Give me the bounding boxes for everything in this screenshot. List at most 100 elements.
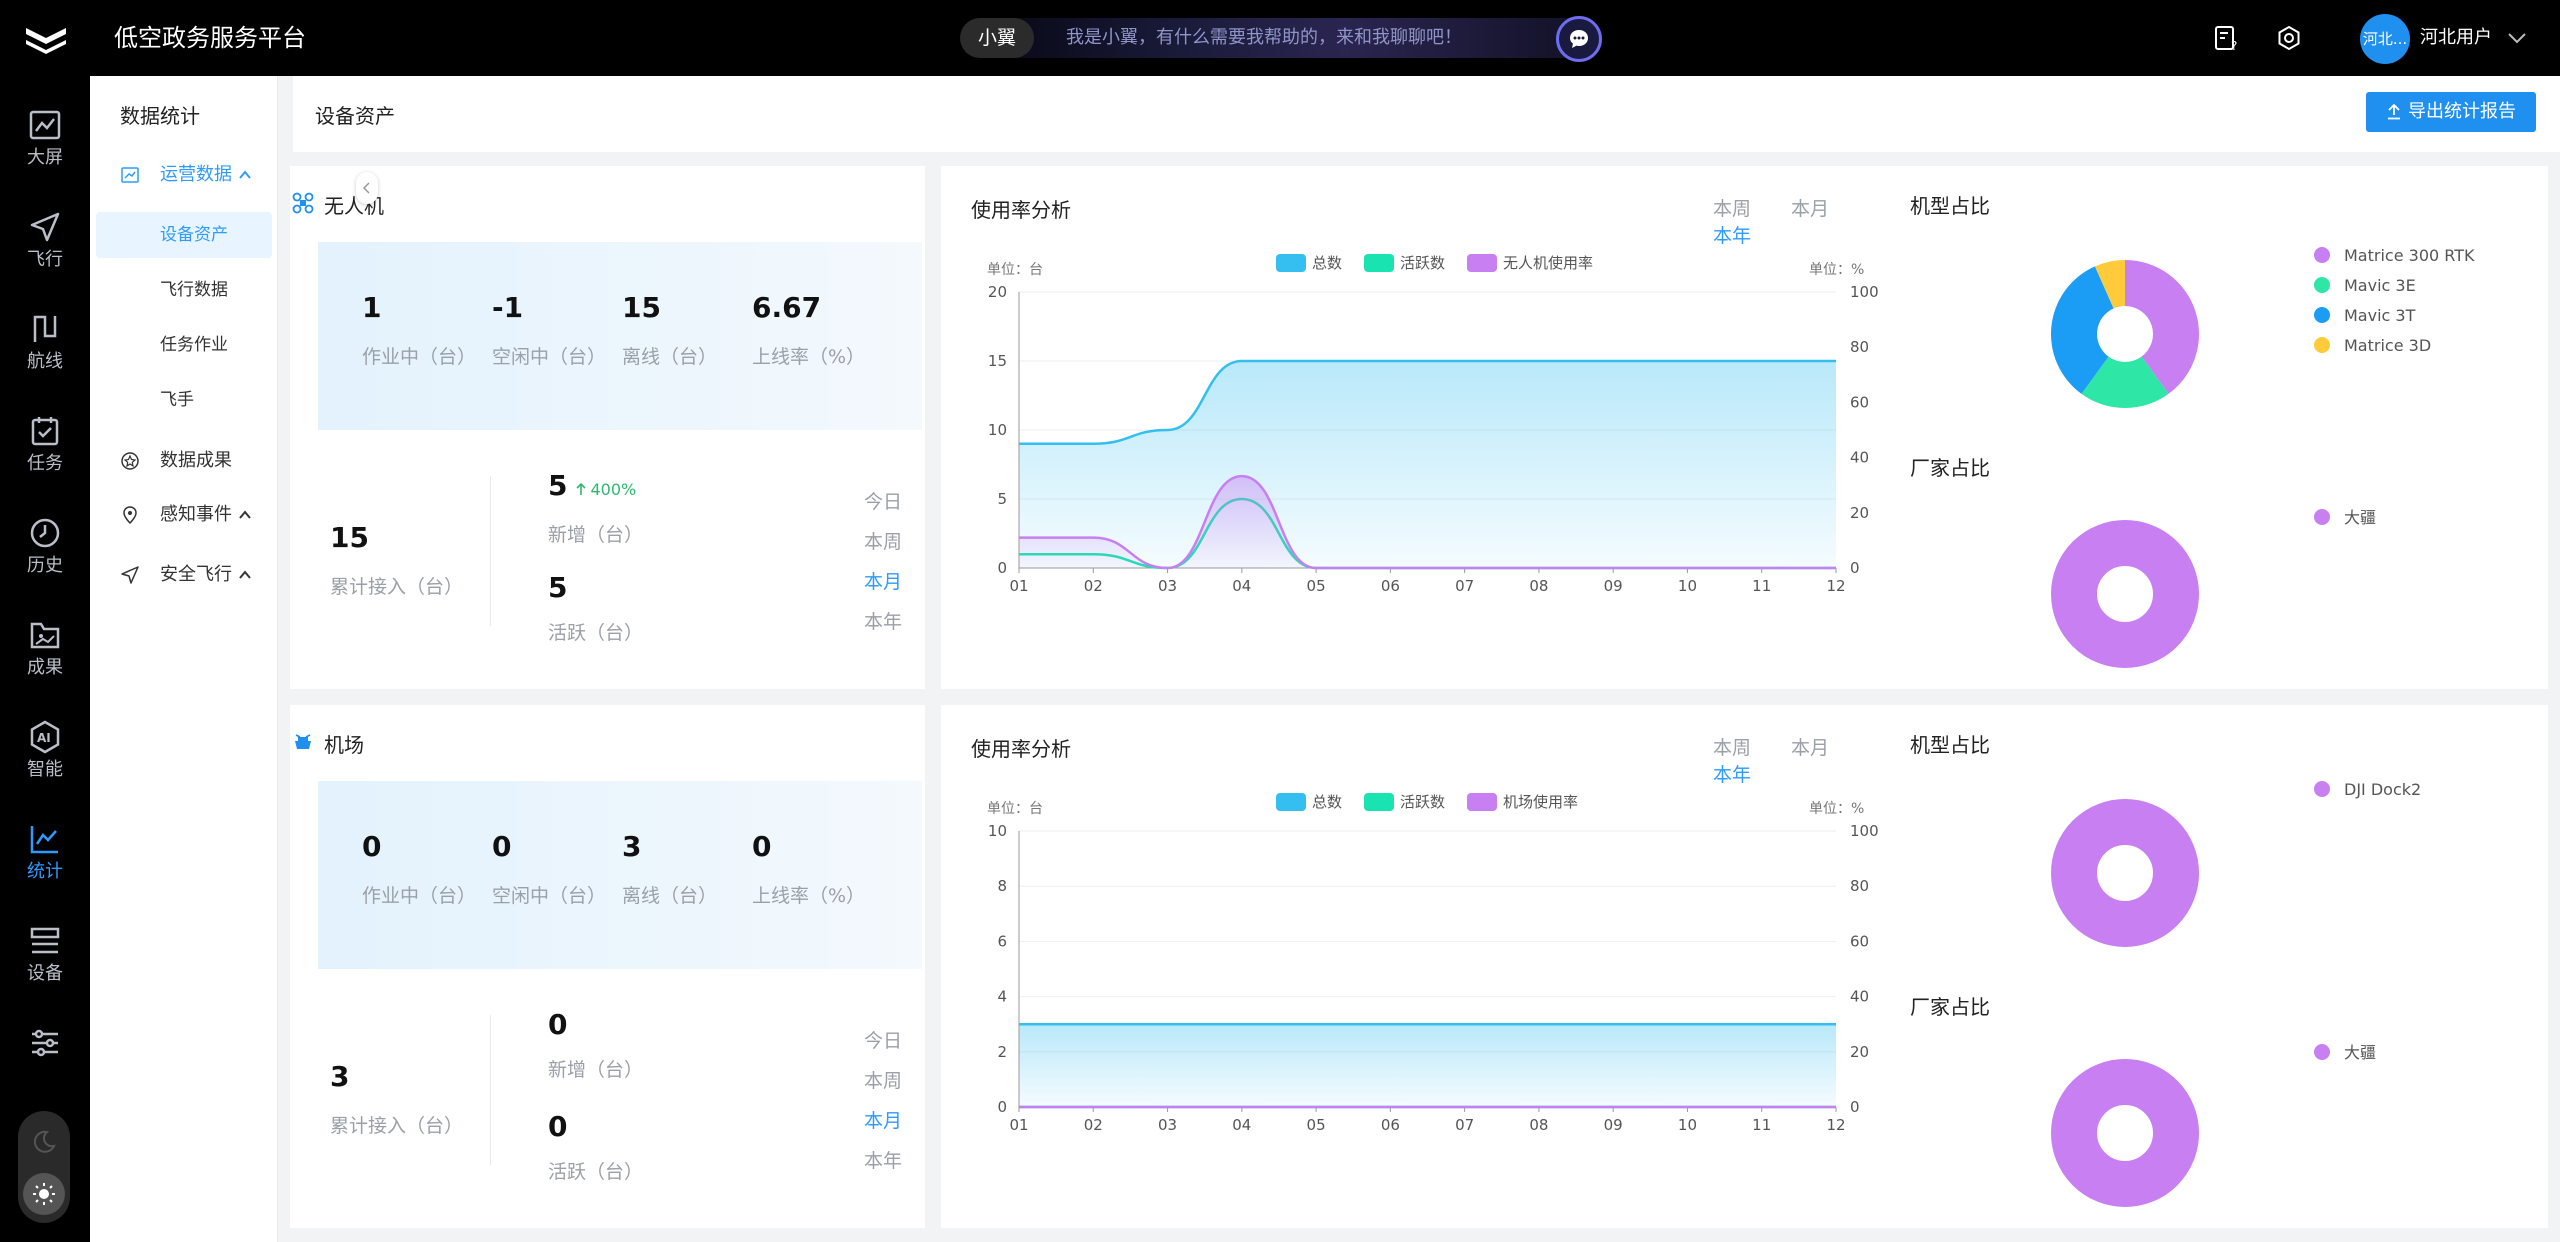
- legend-label: 总数: [1312, 793, 1342, 811]
- legend-label: Mavic 3E: [2344, 276, 2416, 295]
- subnav-item-device-assets[interactable]: 设备资产: [96, 212, 272, 258]
- x-tick-label: 02: [1084, 577, 1103, 595]
- period-today[interactable]: 今日: [864, 491, 903, 513]
- sun-button[interactable]: [23, 1173, 65, 1215]
- user-name[interactable]: 河北用户: [2420, 27, 2492, 48]
- user-avatar[interactable]: 河北...: [2360, 14, 2410, 64]
- nav-item-results[interactable]: 成果: [0, 586, 90, 682]
- period-month[interactable]: 本月: [864, 571, 903, 593]
- tab-year[interactable]: 本年: [1713, 225, 1752, 247]
- kpi-online-rate: 6.67 上线率（%）: [752, 290, 865, 369]
- period-week[interactable]: 本周: [864, 1070, 903, 1092]
- subnav-group-label: 运营数据: [160, 164, 232, 185]
- period-year[interactable]: 本年: [864, 611, 903, 633]
- subnav-group-data-results[interactable]: 数据成果: [90, 438, 278, 484]
- nav-item-settings[interactable]: [0, 994, 90, 1090]
- period-year[interactable]: 本年: [864, 1150, 903, 1172]
- stat-value-row: 5 400%: [548, 468, 643, 508]
- nav-item-history[interactable]: 历史: [0, 484, 90, 580]
- moon-icon[interactable]: [31, 1129, 57, 1155]
- legend-swatch: [1364, 254, 1394, 272]
- legend-swatch: [1276, 254, 1306, 272]
- pie-slice: [2051, 799, 2199, 947]
- app-logo-icon[interactable]: [24, 24, 68, 54]
- divider: [490, 1015, 491, 1165]
- safe-flight-icon: [121, 566, 139, 584]
- series-area: [1019, 476, 1836, 568]
- legend-item[interactable]: Matrice 3D: [2314, 331, 2474, 361]
- settings-gear-icon[interactable]: [2275, 24, 2303, 52]
- nav-item-device[interactable]: 设备: [0, 892, 90, 988]
- dock-usage-chart-card: 使用率分析 本周 本月本年 总数 活跃数 机场使用率 单位：台 单位：% 0 2 4 6 8 10 0 2…: [941, 705, 1886, 1228]
- top-bar: 低空政务服务平台 小翼 我是小翼，有什么需要我帮助的，来和我聊聊吧！ ? 河北.…: [0, 0, 2560, 76]
- nav-item-dashboard[interactable]: 大屏: [0, 76, 90, 172]
- subnav-group-label: 数据成果: [160, 450, 232, 471]
- subnav-item-flight-data[interactable]: 飞行数据: [160, 280, 228, 300]
- tab-month[interactable]: 本月: [1791, 198, 1830, 220]
- x-tick-label: 09: [1604, 577, 1623, 595]
- chevron-left-icon: [362, 182, 370, 194]
- nav-label: 大屏: [27, 147, 63, 168]
- chevron-down-icon[interactable]: [2506, 28, 2528, 48]
- statistics-icon: [30, 826, 58, 854]
- legend-item[interactable]: 大疆: [2314, 1038, 2376, 1068]
- subnav-group-label: 感知事件: [160, 504, 232, 525]
- tab-month[interactable]: 本月: [1791, 737, 1830, 759]
- legend-item[interactable]: Mavic 3T: [2314, 301, 2474, 331]
- dock-active-stat: 0 活跃（台）: [548, 1109, 643, 1184]
- legend-item[interactable]: DJI Dock2: [2314, 775, 2421, 805]
- assistant-bar[interactable]: 小翼 我是小翼，有什么需要我帮助的，来和我聊聊吧！: [960, 18, 1600, 58]
- nav-item-task[interactable]: 任务: [0, 382, 90, 478]
- legend-label: DJI Dock2: [2344, 780, 2422, 799]
- legend-item[interactable]: 大疆: [2314, 503, 2376, 533]
- tab-week[interactable]: 本周: [1713, 737, 1752, 759]
- subnav-item-pilots[interactable]: 飞手: [160, 390, 194, 410]
- theme-switch[interactable]: [18, 1111, 70, 1223]
- tab-week[interactable]: 本周: [1713, 198, 1752, 220]
- assistant-prompt[interactable]: 我是小翼，有什么需要我帮助的，来和我聊聊吧！: [1066, 27, 1462, 48]
- x-tick-label: 06: [1381, 577, 1400, 595]
- model-share-legend: Matrice 300 RTK Mavic 3E Mavic 3T Matrice 3…: [2314, 241, 2474, 361]
- y2-tick-label: 60: [1850, 932, 1869, 950]
- chat-button[interactable]: [1556, 16, 1602, 62]
- tab-year[interactable]: 本年: [1713, 764, 1752, 786]
- collapse-sidebar-button[interactable]: [356, 172, 378, 204]
- chart-title: 使用率分析: [971, 737, 1071, 761]
- document-help-icon[interactable]: ?: [2212, 24, 2240, 52]
- legend-item[interactable]: Mavic 3E: [2314, 271, 2474, 301]
- kpi-working: 1 作业中（台）: [362, 290, 476, 369]
- nav-item-ai[interactable]: AI 智能: [0, 688, 90, 784]
- x-tick-label: 03: [1158, 1116, 1177, 1134]
- legend-item[interactable]: Matrice 300 RTK: [2314, 241, 2474, 271]
- x-tick-label: 04: [1232, 1116, 1251, 1134]
- legend-label: 机场使用率: [1503, 793, 1578, 811]
- kpi-value: 0: [492, 830, 512, 863]
- stat-label: 累计接入（台）: [330, 1115, 464, 1137]
- pie-slice: [2094, 260, 2125, 309]
- nav-item-flight[interactable]: 飞行: [0, 178, 90, 274]
- growth-value: 400%: [590, 480, 637, 499]
- subnav-item-task-work[interactable]: 任务作业: [160, 335, 228, 355]
- kpi-label: 上线率（%）: [752, 885, 866, 907]
- nav-item-statistics[interactable]: 统计: [0, 790, 90, 886]
- nav-item-route[interactable]: 航线: [0, 280, 90, 376]
- series-area: [1019, 361, 1836, 568]
- period-week[interactable]: 本周: [864, 531, 903, 553]
- kpi-offline: 15 离线（台）: [622, 290, 717, 369]
- stat-label: 新增（台）: [548, 1059, 644, 1081]
- subnav-group-safe-flight[interactable]: 安全飞行: [90, 552, 278, 598]
- nav-label: 成果: [27, 657, 63, 678]
- period-today[interactable]: 今日: [864, 1030, 903, 1052]
- nav-label: 飞行: [27, 249, 63, 270]
- legend-label: 大疆: [2344, 508, 2377, 527]
- y-tick-label: 15: [988, 352, 1007, 370]
- drone-kpi-panel: 1 作业中（台） -1 空闲中（台） 15 离线（台） 6.67 上线率（%）: [318, 242, 922, 430]
- subnav-group-operations[interactable]: 运营数据: [90, 152, 278, 198]
- export-report-button[interactable]: 导出统计报告: [2366, 92, 2536, 132]
- y-tick-label: 0: [997, 559, 1007, 577]
- period-month[interactable]: 本月: [864, 1110, 903, 1132]
- assistant-name[interactable]: 小翼: [960, 18, 1034, 58]
- subnav-group-perception-events[interactable]: 感知事件: [90, 492, 278, 538]
- y2-tick-label: 40: [1850, 988, 1869, 1006]
